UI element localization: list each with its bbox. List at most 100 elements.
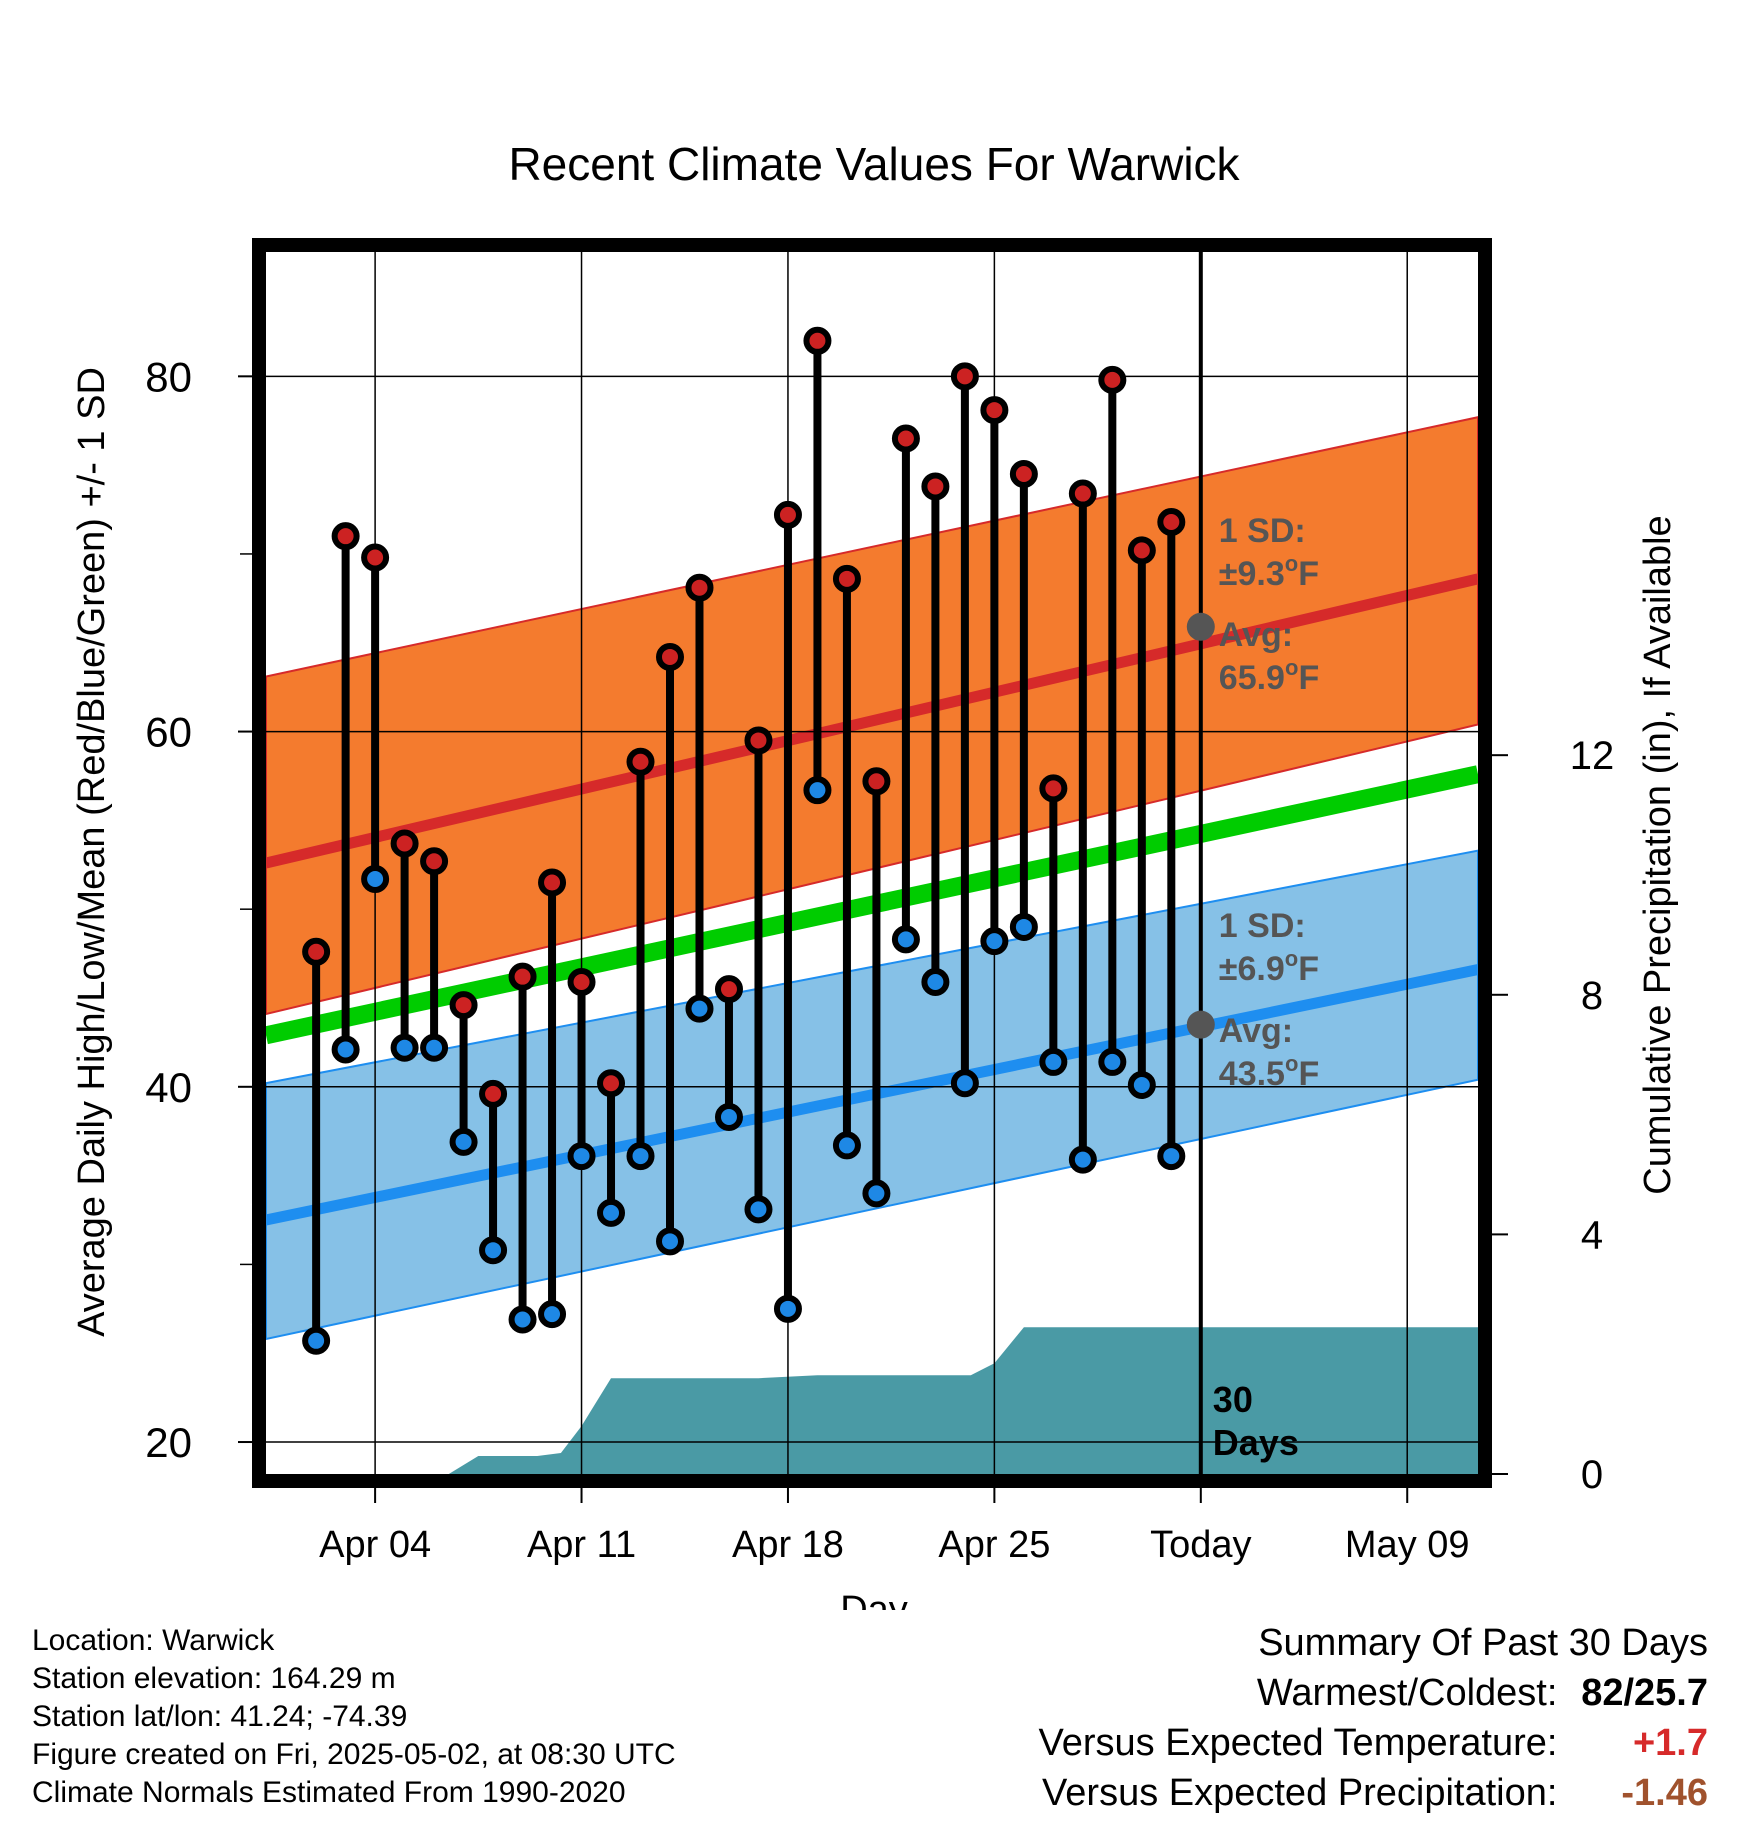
precip-value: -1.46 [1621,1772,1708,1814]
y2-tick-label: 4 [1581,1213,1603,1257]
daily-low-point [567,1142,596,1171]
high-sd-value: ±9.3oF [1219,551,1319,593]
climate-chart: Recent Climate Values For Warwick Averag… [71,138,1679,1610]
daily-high-point [714,975,743,1004]
daily-high-point [832,564,861,593]
daily-low-point [302,1326,331,1355]
daily-low-point [950,1069,979,1098]
precip-days-number: 30 [1213,1379,1253,1420]
daily-high-point [656,642,684,671]
daily-low-point [744,1195,773,1224]
daily-high-point [1127,536,1156,565]
x-tick-label: Apr 04 [319,1524,431,1566]
y-tick-label: 60 [145,709,192,756]
daily-high-point [921,472,950,501]
temp-value: +1.7 [1632,1722,1708,1764]
y-tick-label: 40 [145,1064,192,1111]
daily-high-point [980,396,1009,425]
x-tick-label: Apr 18 [732,1524,844,1566]
daily-low-point [803,776,832,805]
summary-panel: Summary Of Past 30 Days Warmest/Coldest:… [1039,1618,1708,1818]
x-tick-label: Today [1150,1524,1251,1566]
daily-high-point [773,500,802,529]
daily-high-point [744,726,773,755]
today-low-average-marker [1186,1010,1215,1039]
daily-low-point [656,1227,684,1256]
elevation-text: Station elevation: 164.29 m [32,1662,396,1695]
mean-average-line [266,765,1478,1045]
warm-cold-row: Warmest/Coldest: 82/25.7 [1039,1668,1708,1718]
daily-low-point [479,1236,508,1265]
daily-low-point [1157,1142,1186,1171]
daily-low-point [921,968,950,997]
daily-low-point [331,1035,360,1064]
daily-high-point [420,847,449,876]
daily-low-point [390,1033,419,1062]
today-high-average-marker [1186,612,1215,641]
y2-tick-label: 0 [1581,1453,1603,1497]
daily-high-point [479,1079,508,1108]
daily-low-point [685,994,714,1023]
summary-title: Summary Of Past 30 Days [1258,1622,1708,1664]
y-tick-label: 20 [145,1419,192,1466]
daily-high-point [302,937,331,966]
daily-low-point [508,1305,537,1334]
location-text: Location: Warwick [32,1624,275,1657]
daily-high-point [862,767,891,796]
x-tick-label: Apr 25 [938,1524,1050,1566]
daily-low-point [1039,1047,1068,1076]
precip-days-word: Days [1213,1422,1299,1463]
normals-text: Climate Normals Estimated From 1990-2020 [32,1776,626,1809]
low-avg-label: Avg: [1219,1012,1293,1050]
daily-high-point [685,573,714,602]
y2-tick-label: 12 [1570,734,1615,778]
y-tick-label: 80 [145,353,192,400]
daily-low-point [862,1179,891,1208]
low-avg-value: 43.5oF [1219,1051,1319,1093]
daily-low-point [361,864,390,893]
daily-low-point [538,1300,567,1329]
daily-high-point [626,747,655,776]
daily-high-point [803,326,832,355]
high-average-line [266,573,1478,869]
y2-axis-title: Cumulative Precipitation (in), If Availa… [1637,515,1679,1194]
created-text: Figure created on Fri, 2025-05-02, at 08… [32,1738,676,1771]
daily-low-point [891,925,920,954]
low-sd-value: ±6.9oF [1219,946,1319,988]
daily-high-point [1009,460,1038,489]
daily-high-point [950,362,979,391]
daily-low-point [1009,912,1038,941]
latlon-text: Station lat/lon: 41.24; -74.39 [32,1700,408,1733]
daily-high-point [508,962,537,991]
warm-cold-value: 82/25.7 [1581,1672,1708,1714]
daily-high-point [1157,507,1186,536]
low-sd-label: 1 SD: [1219,907,1306,945]
temp-row: Versus Expected Temperature: +1.7 [1039,1718,1708,1768]
daily-low-point [773,1294,802,1323]
x-tick-label: May 09 [1345,1524,1470,1566]
warm-cold-label: Warmest/Coldest: [1256,1672,1558,1714]
daily-low-point [980,927,1009,956]
daily-high-point [567,968,596,997]
high-sd-label: 1 SD: [1219,512,1306,550]
x-axis-title: Day [840,1589,908,1610]
daily-high-point [390,829,419,858]
daily-low-point [420,1033,449,1062]
temp-label: Versus Expected Temperature: [1038,1722,1558,1764]
daily-high-point [1039,774,1068,803]
chart-title: Recent Climate Values For Warwick [508,138,1240,190]
daily-high-point [331,522,360,551]
daily-high-point [597,1069,626,1098]
low-average-line [266,964,1478,1226]
station-info: Location: Warwick Station elevation: 164… [32,1622,676,1812]
daily-low-point [1127,1071,1156,1100]
daily-high-point [891,424,920,453]
daily-low-point [1098,1047,1127,1076]
y2-tick-label: 8 [1581,974,1603,1018]
daily-high-point [449,991,478,1020]
plot-frame [252,238,1492,1488]
high-avg-value: 65.9oF [1219,655,1319,697]
y-axis-title: Average Daily High/Low/Mean (Red/Blue/Gr… [71,367,113,1337]
daily-low-point [714,1102,743,1131]
daily-low-point [1068,1145,1097,1174]
